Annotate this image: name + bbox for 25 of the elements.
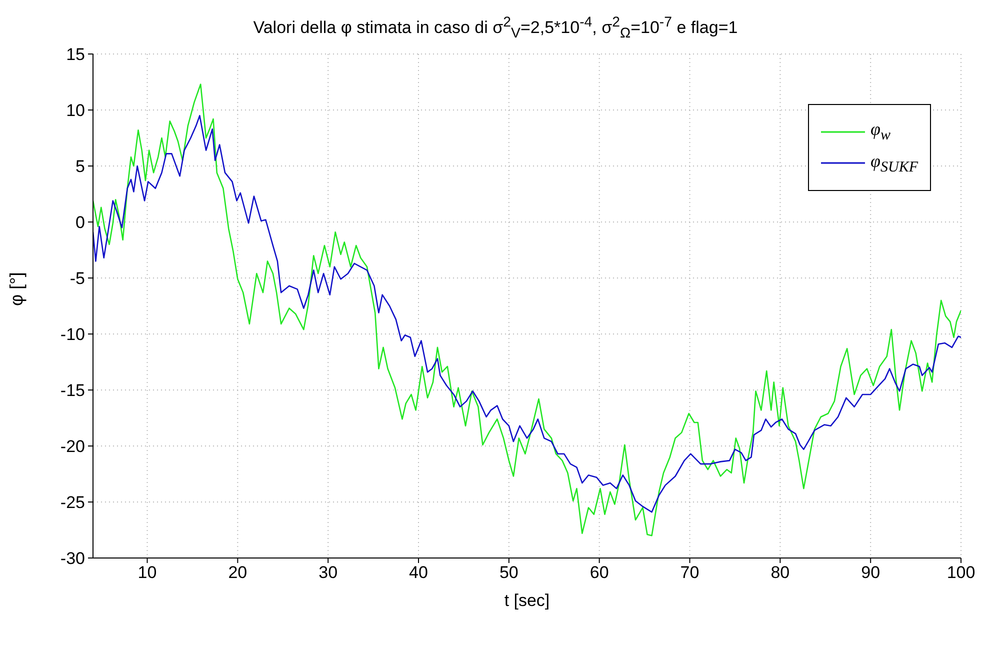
x-tick-label: 50: [499, 563, 518, 582]
y-tick-label: 10: [66, 101, 85, 120]
x-tick-label: 100: [946, 563, 976, 582]
x-tick-label: 80: [770, 563, 790, 582]
x-tick-label: 90: [861, 563, 880, 582]
x-tick-label: 30: [318, 563, 338, 582]
y-axis-title: φ [°]: [6, 272, 26, 306]
y-tick-label: -15: [60, 381, 85, 400]
legend-label: φ$_{SUKF}$: [870, 150, 918, 176]
y-tick-label: -30: [60, 549, 85, 568]
y-tick-label: 5: [76, 157, 85, 176]
x-tick-label: 20: [228, 563, 248, 582]
x-tick-label: 40: [409, 563, 428, 582]
y-tick-label: -5: [70, 269, 85, 288]
y-tick-label: -25: [60, 493, 85, 512]
legend-label: φ$_{w}$: [870, 119, 891, 144]
y-tick-label: 15: [66, 45, 85, 64]
y-tick-label: -10: [60, 325, 85, 344]
x-tick-label: 10: [138, 563, 157, 582]
y-tick-label: 0: [76, 213, 85, 232]
x-tick-label: 60: [590, 563, 609, 582]
y-tick-label: -20: [60, 437, 85, 456]
chart-title: Valori della φ stimata in caso di σ$^{2}$$_{V}$=2,5*10$^{-4}$, σ$^{2}$$_{Ω}$=10$^{-7}$ e flag=1: [253, 14, 738, 42]
x-tick-label: 70: [680, 563, 700, 582]
x-axis-title: t [sec]: [504, 591, 550, 610]
